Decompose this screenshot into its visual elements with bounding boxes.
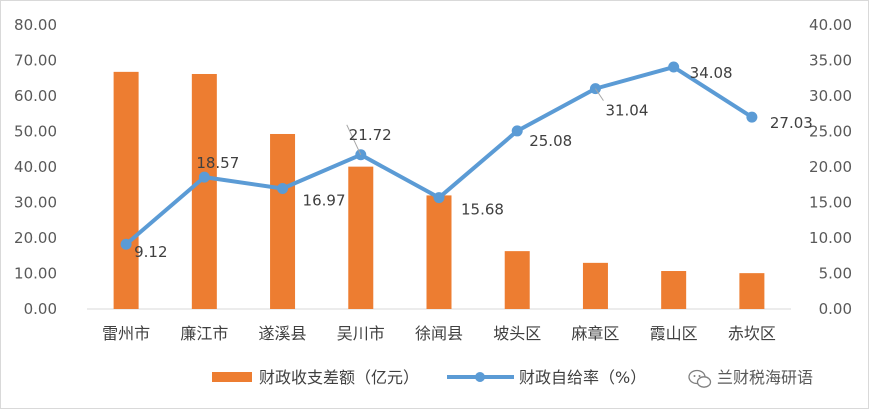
y-right-tick-label: 5.00: [819, 265, 852, 283]
line-point: [668, 61, 680, 73]
y-left-tick-label: 0.00: [24, 300, 57, 318]
bar: [739, 273, 765, 309]
bar: [504, 251, 530, 309]
line-point: [511, 125, 523, 137]
y-right-tick-label: 40.00: [809, 16, 852, 34]
line-data-label: 9.12: [134, 243, 167, 261]
line-point: [198, 171, 210, 183]
bar: [661, 271, 687, 309]
y-left-tick-label: 40.00: [14, 158, 57, 176]
y-right-tick-label: 25.00: [809, 123, 852, 141]
legend-line-marker: [475, 372, 485, 382]
data-label-leader: [595, 88, 604, 101]
x-category-label: 赤坎区: [728, 324, 776, 343]
line-point: [277, 183, 289, 195]
line-data-label: 15.68: [461, 201, 504, 219]
line-point: [433, 192, 445, 204]
y-right-tick-label: 35.00: [809, 52, 852, 70]
x-category-label: 吴川市: [337, 324, 385, 343]
legend-bar-swatch: [212, 372, 252, 382]
data-label-leader: [346, 124, 362, 155]
y-right-tick-label: 0.00: [819, 300, 852, 318]
line-data-label: 16.97: [303, 192, 346, 210]
bar: [582, 262, 608, 309]
y-right-tick-label: 30.00: [809, 87, 852, 105]
x-category-label: 麻章区: [571, 324, 619, 343]
x-category-label: 遂溪县: [259, 324, 307, 343]
y-left-tick-label: 50.00: [14, 123, 57, 141]
watermark-text: 兰财税海研语: [717, 368, 813, 387]
line-point: [746, 111, 758, 123]
line-data-label: 27.03: [770, 114, 813, 132]
y-left-tick-label: 70.00: [14, 52, 57, 70]
legend: 财政收支差额（亿元） 财政自给率（%）: [212, 368, 646, 387]
y-right-tick-label: 20.00: [809, 158, 852, 176]
bar: [113, 71, 139, 309]
bar: [348, 166, 374, 309]
line-data-label: 21.72: [349, 126, 392, 144]
line-data-label: 31.04: [605, 102, 648, 120]
wechat-icon: [688, 369, 712, 388]
bar: [191, 73, 217, 310]
y-left-tick-label: 20.00: [14, 229, 57, 247]
line-data-label: 34.08: [690, 64, 733, 82]
y-left-tick-label: 80.00: [14, 16, 57, 34]
line-point: [120, 238, 132, 250]
x-category-label: 坡头区: [493, 324, 541, 343]
y-right-tick-label: 15.00: [809, 194, 852, 212]
legend-line-label: 财政自给率（%）: [519, 368, 646, 387]
bar: [270, 133, 296, 309]
watermark: 兰财税海研语: [688, 368, 813, 388]
line-data-label: 18.57: [196, 154, 239, 172]
bar: [426, 195, 452, 309]
legend-bar-label: 财政收支差额（亿元）: [259, 368, 419, 387]
line-data-label: 25.08: [529, 132, 572, 150]
y-left-tick-label: 10.00: [14, 265, 57, 283]
x-category-label: 廉江市: [180, 324, 228, 343]
x-category-label: 雷州市: [102, 324, 150, 343]
x-category-label: 徐闻县: [415, 324, 463, 343]
x-category-label: 霞山区: [650, 324, 698, 343]
y-left-tick-label: 60.00: [14, 87, 57, 105]
y-right-tick-label: 10.00: [809, 229, 852, 247]
y-left-tick-label: 30.00: [14, 194, 57, 212]
